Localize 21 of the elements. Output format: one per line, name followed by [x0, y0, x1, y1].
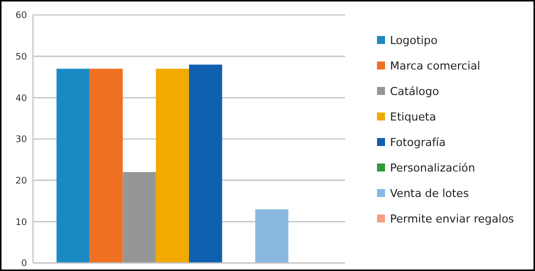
bar: [255, 209, 288, 263]
y-tick-label: 0: [21, 259, 28, 270]
bar: [189, 64, 222, 263]
y-tick-label: 20: [16, 176, 28, 186]
legend-label: Catálogo: [390, 84, 440, 98]
y-tick-label: 30: [16, 135, 28, 146]
legend-label: Personalización: [390, 161, 476, 174]
y-tick-label: 10: [16, 218, 28, 228]
bar: [156, 68, 189, 263]
y-tick-label: 60: [16, 11, 28, 22]
legend-label: Fotografía: [390, 136, 446, 149]
legend-label: Venta de lotes: [390, 186, 470, 200]
legend-label: Marca comercial: [390, 59, 480, 72]
y-tick-label: 50: [16, 52, 28, 62]
bar: [122, 172, 156, 263]
legend-label: Permite enviar regalos: [390, 212, 514, 226]
y-tick-label: 40: [16, 94, 28, 104]
bar: [90, 68, 123, 263]
bar: [56, 68, 90, 263]
legend-label: Etiqueta: [390, 110, 436, 124]
legend-label: Logotipo: [390, 34, 438, 47]
